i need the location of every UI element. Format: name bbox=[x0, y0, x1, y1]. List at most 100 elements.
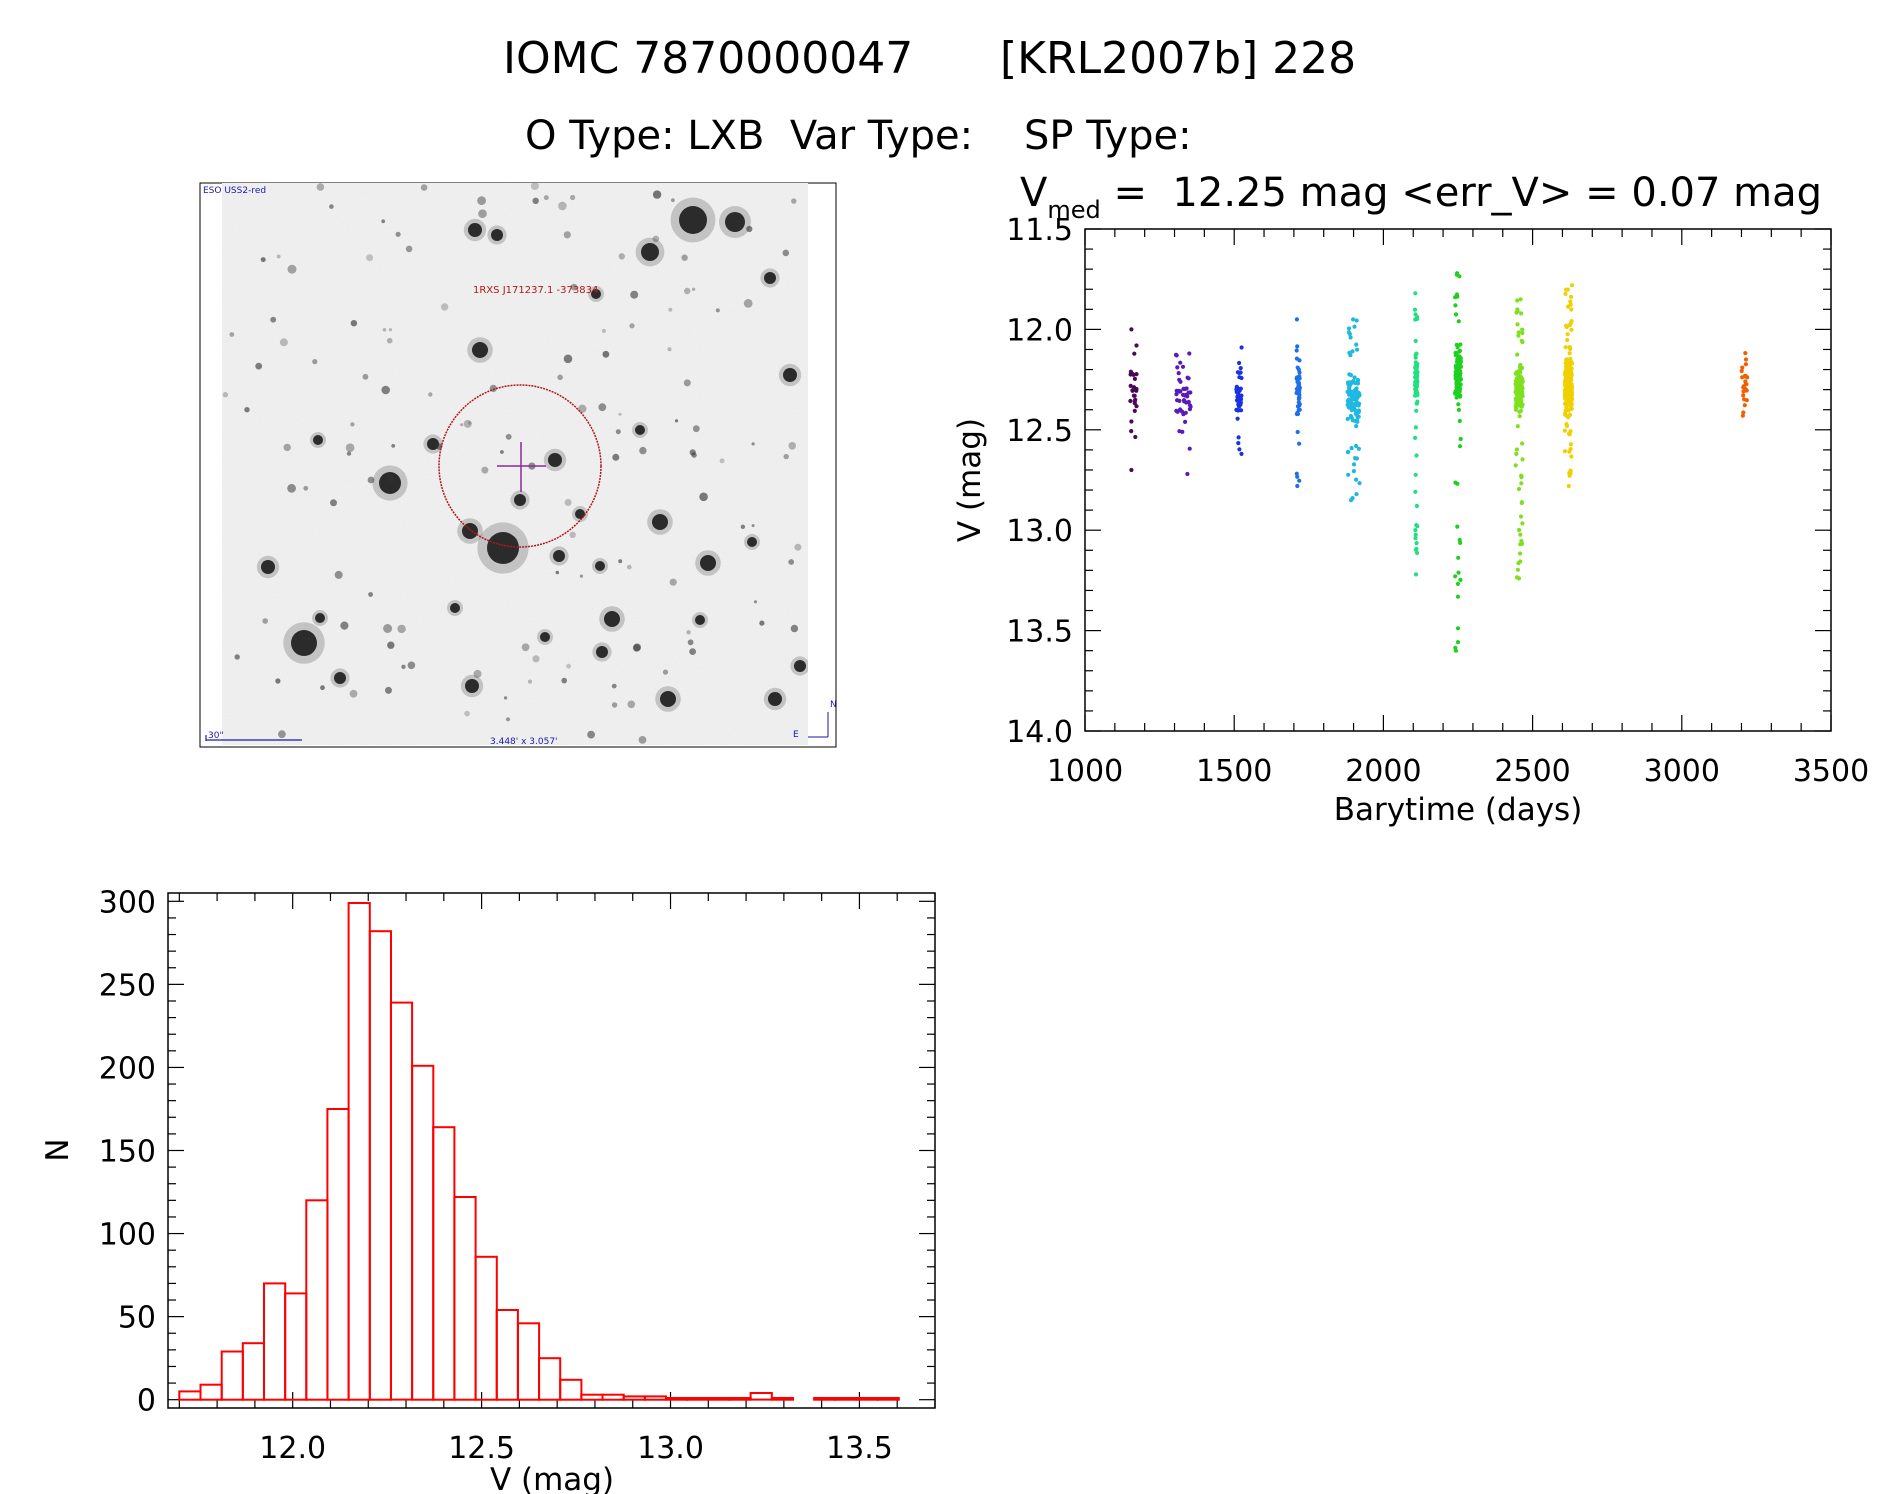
star bbox=[794, 660, 806, 672]
lc-point bbox=[1134, 404, 1139, 409]
lc-point bbox=[1294, 411, 1299, 417]
lc-point bbox=[1516, 333, 1521, 338]
lc-point bbox=[1515, 424, 1520, 429]
lc-point bbox=[1454, 384, 1459, 389]
faint-star bbox=[440, 303, 449, 311]
lc-point bbox=[1294, 471, 1299, 476]
x-tick-label: 13.5 bbox=[826, 1431, 893, 1466]
lc-point bbox=[1567, 364, 1572, 369]
star bbox=[487, 532, 519, 564]
lc-point bbox=[1133, 397, 1138, 402]
lc-point bbox=[1520, 394, 1525, 399]
y-tick-label: 150 bbox=[99, 1135, 156, 1170]
faint-star bbox=[684, 287, 691, 295]
lc-point bbox=[1237, 360, 1242, 366]
faint-star bbox=[478, 209, 487, 218]
lc-point bbox=[1514, 451, 1519, 456]
hist-bar bbox=[220, 1350, 244, 1401]
faint-star bbox=[790, 624, 799, 633]
lc-point bbox=[1457, 418, 1462, 424]
lc-point bbox=[1355, 381, 1361, 386]
lc-point bbox=[1563, 345, 1568, 350]
faint-star bbox=[558, 201, 567, 211]
lc-point bbox=[1294, 348, 1299, 353]
lc-point bbox=[1415, 316, 1420, 321]
lc-point bbox=[1739, 368, 1744, 374]
lc-point bbox=[1456, 555, 1461, 560]
faint-star bbox=[362, 373, 369, 380]
hist-bar bbox=[432, 1126, 456, 1401]
lc-point bbox=[1354, 386, 1359, 391]
lc-point bbox=[1413, 472, 1418, 477]
lc-point bbox=[1565, 332, 1570, 337]
faint-star bbox=[570, 194, 576, 201]
faint-star bbox=[334, 570, 343, 579]
faint-star bbox=[743, 299, 753, 308]
lc-point bbox=[1519, 388, 1524, 393]
lc-point bbox=[1129, 327, 1134, 332]
hist-bar bbox=[728, 1397, 752, 1401]
lc-point bbox=[1564, 357, 1569, 363]
lc-point bbox=[1350, 349, 1355, 354]
lc-point bbox=[1177, 398, 1182, 403]
faint-star bbox=[566, 663, 571, 669]
lc-point bbox=[1565, 337, 1570, 343]
star bbox=[472, 342, 488, 358]
lc-point bbox=[1413, 532, 1418, 537]
lc-point bbox=[1346, 404, 1351, 409]
lc-point bbox=[1413, 291, 1418, 296]
hist-bar bbox=[411, 1064, 435, 1401]
star bbox=[641, 243, 659, 261]
star bbox=[315, 613, 325, 623]
survey-label: ESO USS2-red bbox=[203, 186, 266, 196]
star bbox=[783, 368, 797, 382]
lc-point bbox=[1458, 436, 1463, 442]
lc-point bbox=[1742, 403, 1747, 408]
hist-bar bbox=[368, 930, 392, 1401]
histogram-xlabel: V (mag) bbox=[490, 1462, 614, 1494]
lc-point bbox=[1519, 311, 1524, 316]
lc-point bbox=[1566, 483, 1571, 489]
lc-point bbox=[1562, 392, 1568, 398]
lc-point bbox=[1454, 372, 1459, 377]
lc-point bbox=[1174, 408, 1179, 413]
lc-point bbox=[1456, 402, 1461, 407]
lc-point bbox=[1347, 385, 1352, 390]
lc-point bbox=[1514, 388, 1520, 393]
lc-point bbox=[1569, 283, 1575, 288]
lc-point bbox=[1236, 441, 1241, 446]
star bbox=[491, 229, 503, 241]
faint-star bbox=[527, 679, 533, 684]
lc-point bbox=[1350, 496, 1355, 501]
faint-star bbox=[388, 328, 392, 332]
star bbox=[679, 206, 707, 234]
lc-point bbox=[1351, 469, 1356, 474]
lc-point bbox=[1458, 394, 1463, 399]
faint-star bbox=[788, 559, 795, 565]
header-catalog-id: [KRL2007b] 228 bbox=[1000, 33, 1356, 84]
histogram-frame bbox=[167, 892, 936, 1409]
lc-point bbox=[1518, 551, 1523, 556]
lc-point bbox=[1564, 405, 1569, 410]
star bbox=[514, 494, 526, 506]
faint-star bbox=[366, 254, 374, 262]
faint-star bbox=[751, 524, 755, 528]
lc-point bbox=[1455, 640, 1461, 645]
lc-point bbox=[1568, 471, 1573, 476]
lc-point bbox=[1187, 446, 1192, 451]
lc-point bbox=[1740, 413, 1745, 418]
faint-star bbox=[505, 433, 512, 440]
faint-star bbox=[759, 620, 765, 626]
faint-star bbox=[464, 710, 470, 717]
finder-chart: ESO USS2-red 1RXS J171237.1 -373834 30" … bbox=[199, 182, 837, 748]
lc-point bbox=[1453, 303, 1458, 308]
lc-point bbox=[1566, 304, 1571, 309]
lc-point bbox=[1347, 372, 1352, 377]
faint-star bbox=[782, 249, 790, 257]
faint-star bbox=[244, 407, 250, 413]
lc-point bbox=[1239, 345, 1244, 350]
stat-rest: = 12.25 mag <err_V> = 0.07 mag bbox=[1101, 170, 1822, 216]
lc-point bbox=[1518, 297, 1523, 302]
lc-point bbox=[1453, 363, 1459, 368]
faint-star bbox=[387, 641, 395, 649]
